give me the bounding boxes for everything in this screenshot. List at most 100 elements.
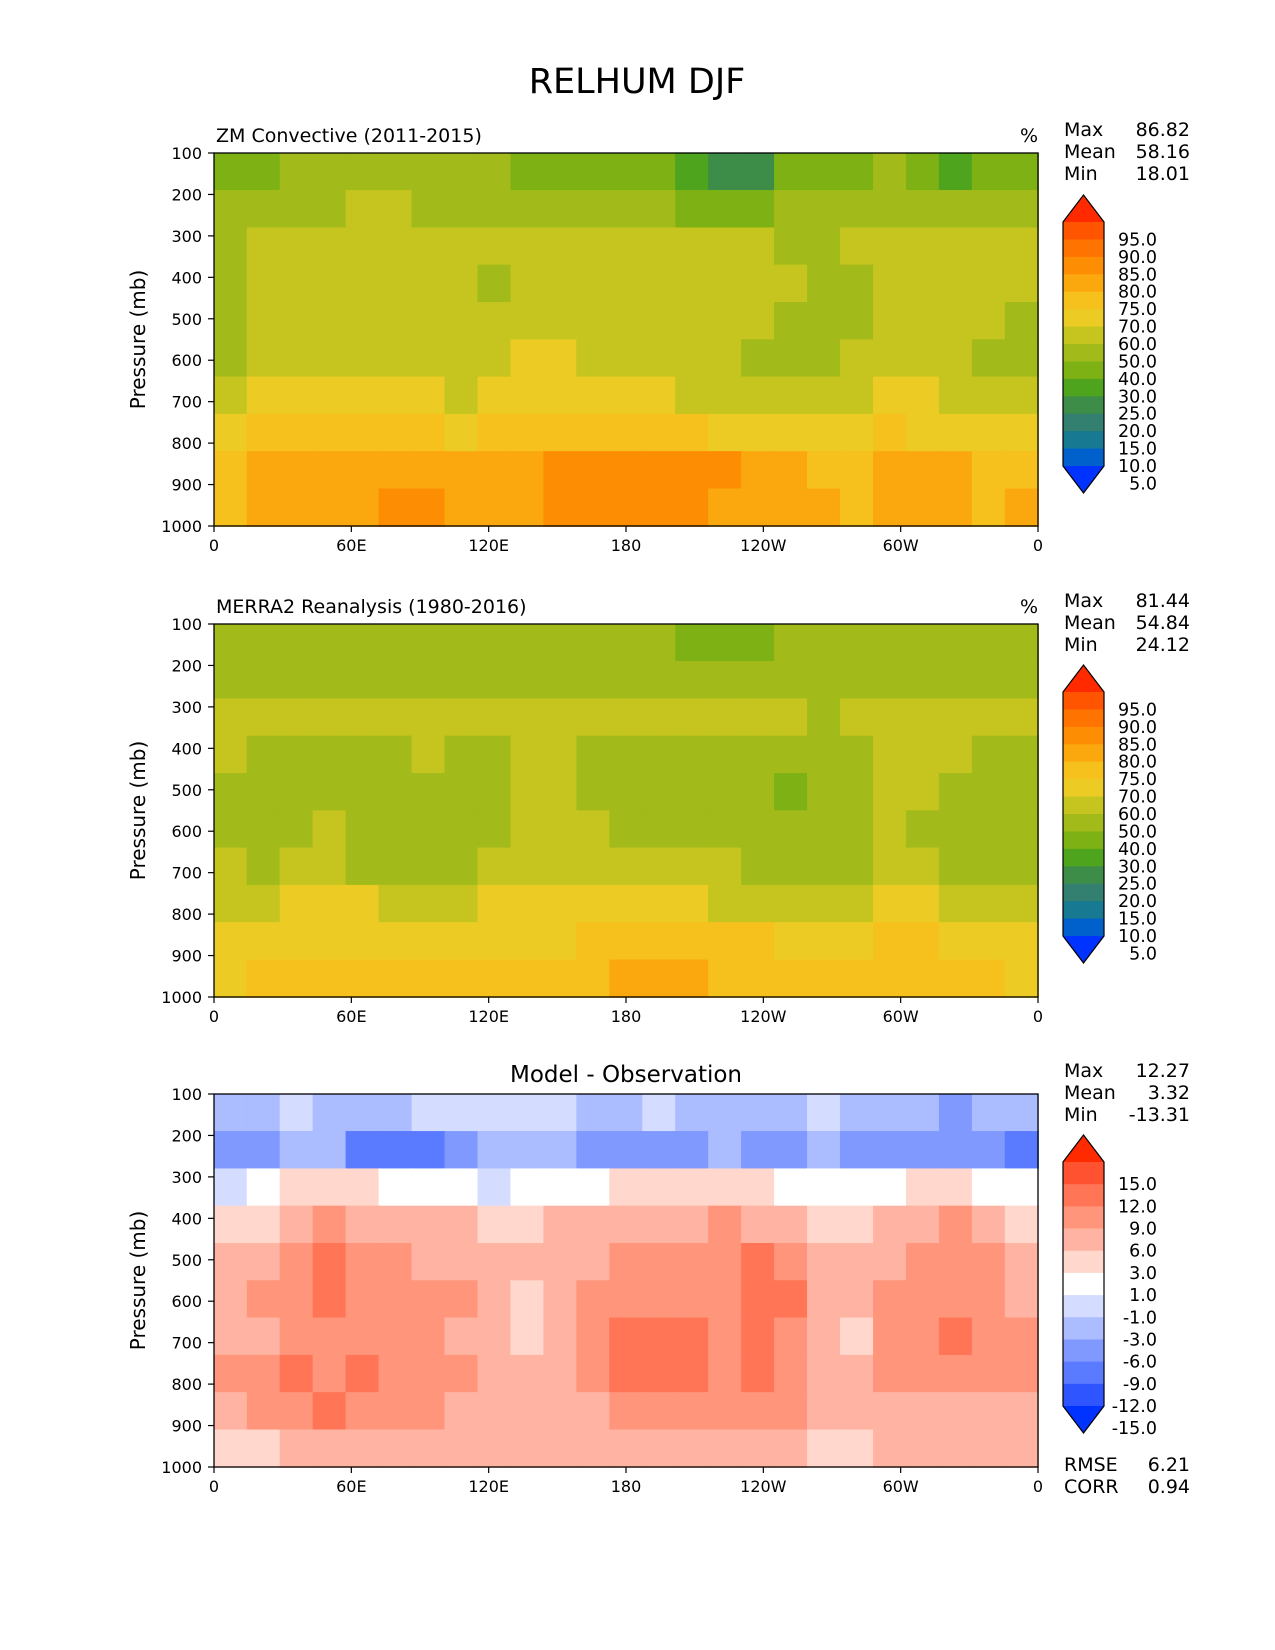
heatmap-cell bbox=[708, 773, 743, 812]
heatmap-cell bbox=[411, 884, 446, 924]
heatmap-cell bbox=[378, 735, 413, 775]
colorbar-swatch bbox=[1063, 1317, 1104, 1340]
heatmap-cell bbox=[543, 376, 578, 415]
heatmap-cell bbox=[444, 1093, 479, 1133]
heatmap-cell bbox=[708, 623, 743, 663]
heatmap-cell bbox=[543, 1093, 578, 1133]
heatmap-cell bbox=[213, 1242, 248, 1282]
heatmap-cell bbox=[279, 773, 314, 812]
heatmap-cell bbox=[576, 152, 611, 192]
heatmap-cell bbox=[543, 339, 578, 378]
colorbar-level-label: 1.0 bbox=[1129, 1286, 1157, 1306]
heatmap-cell bbox=[873, 1429, 907, 1468]
heatmap-cell bbox=[1004, 451, 1039, 490]
y-tick-label: 900 bbox=[171, 947, 202, 966]
heatmap-cell bbox=[741, 847, 776, 886]
heatmap-cell bbox=[807, 623, 842, 663]
stat-label: Min bbox=[1064, 1104, 1098, 1126]
heatmap-cell bbox=[741, 488, 776, 527]
heatmap-cell bbox=[971, 1131, 1006, 1170]
heatmap-cell bbox=[774, 1168, 809, 1207]
colorbar-swatch bbox=[1063, 396, 1104, 415]
heatmap-cell bbox=[345, 1242, 380, 1282]
y-tick-label: 1000 bbox=[161, 1458, 202, 1477]
heatmap-cell bbox=[411, 1280, 446, 1319]
heatmap-cell bbox=[774, 959, 809, 998]
heatmap-cell bbox=[411, 1392, 446, 1431]
heatmap-cell bbox=[741, 451, 776, 490]
heatmap-cell bbox=[477, 1242, 512, 1282]
heatmap-cell bbox=[312, 623, 347, 663]
stat-label: Max bbox=[1064, 590, 1103, 612]
heatmap-cell bbox=[609, 773, 644, 812]
colorbar-swatch bbox=[1063, 709, 1104, 728]
colorbar-level-label: 70.0 bbox=[1118, 788, 1157, 808]
heatmap-cell bbox=[345, 847, 380, 886]
heatmap-cell bbox=[741, 922, 776, 961]
heatmap-cell bbox=[345, 413, 380, 453]
heatmap-cell bbox=[642, 1280, 677, 1319]
x-tick-label: 120E bbox=[468, 536, 509, 555]
heatmap-cell bbox=[807, 339, 842, 378]
heatmap-cell bbox=[774, 1317, 809, 1356]
heatmap-cell bbox=[840, 264, 874, 303]
heatmap-cell bbox=[246, 810, 281, 849]
heatmap-cell bbox=[576, 264, 611, 303]
heatmap-cell bbox=[971, 922, 1006, 961]
heatmap-cell bbox=[444, 959, 479, 998]
heatmap-cell bbox=[642, 773, 677, 812]
heatmap-cell bbox=[609, 1205, 644, 1245]
heatmap-cell bbox=[444, 1392, 479, 1431]
y-tick-label: 900 bbox=[171, 1417, 202, 1436]
heatmap-cell bbox=[444, 623, 479, 663]
heatmap-cell bbox=[708, 1354, 743, 1394]
heatmap-cell bbox=[246, 1131, 281, 1170]
heatmap-cell bbox=[642, 376, 677, 415]
heatmap-cell bbox=[741, 339, 776, 378]
heatmap-cell bbox=[807, 1429, 842, 1468]
heatmap-cell bbox=[609, 1392, 644, 1431]
heatmap-cell bbox=[609, 1242, 644, 1282]
colorbar-level-label: 20.0 bbox=[1118, 892, 1157, 912]
heatmap-cell bbox=[246, 773, 281, 812]
heatmap-cell bbox=[774, 1392, 809, 1431]
x-tick-label: 180 bbox=[611, 1007, 642, 1026]
heatmap-cell bbox=[774, 623, 809, 663]
y-tick-label: 200 bbox=[171, 185, 202, 204]
heatmap-cell bbox=[938, 1280, 973, 1319]
heatmap-cell bbox=[905, 488, 940, 527]
heatmap-cell bbox=[873, 1354, 907, 1394]
heatmap-cell bbox=[675, 488, 710, 527]
y-tick-label: 100 bbox=[171, 615, 202, 634]
heatmap-cell bbox=[774, 922, 809, 961]
x-tick-label: 0 bbox=[209, 1477, 219, 1496]
colorbar-swatch bbox=[1063, 1206, 1104, 1230]
colorbar-swatch bbox=[1063, 1250, 1104, 1274]
colorbar-swatch bbox=[1063, 448, 1104, 467]
heatmap-cell bbox=[576, 810, 611, 849]
heatmap-cell bbox=[246, 847, 281, 886]
heatmap-cell bbox=[477, 735, 512, 775]
heatmap-cell bbox=[543, 1242, 578, 1282]
colorbar-swatch bbox=[1063, 1228, 1104, 1252]
heatmap-cell bbox=[905, 661, 940, 700]
heatmap-cell bbox=[444, 884, 479, 924]
heatmap-cell bbox=[1004, 302, 1039, 341]
heatmap-cell bbox=[971, 451, 1006, 490]
heatmap-cell bbox=[774, 810, 809, 849]
heatmap-cell bbox=[905, 339, 940, 378]
colorbar-swatch bbox=[1063, 222, 1104, 240]
heatmap-cell bbox=[444, 810, 479, 849]
units-label: % bbox=[1020, 596, 1038, 618]
heatmap-cell bbox=[807, 1317, 842, 1356]
heatmap-cell bbox=[543, 413, 578, 453]
heatmap-cell bbox=[345, 1205, 380, 1245]
heatmap-cell bbox=[279, 302, 314, 341]
heatmap-cell bbox=[246, 488, 281, 527]
heatmap-cell bbox=[312, 339, 347, 378]
heatmap-cell bbox=[477, 922, 512, 961]
heatmap-cell bbox=[708, 1392, 743, 1431]
heatmap-cell bbox=[905, 1168, 940, 1207]
heatmap-cell bbox=[510, 1168, 545, 1207]
heatmap-cell bbox=[213, 1354, 248, 1394]
